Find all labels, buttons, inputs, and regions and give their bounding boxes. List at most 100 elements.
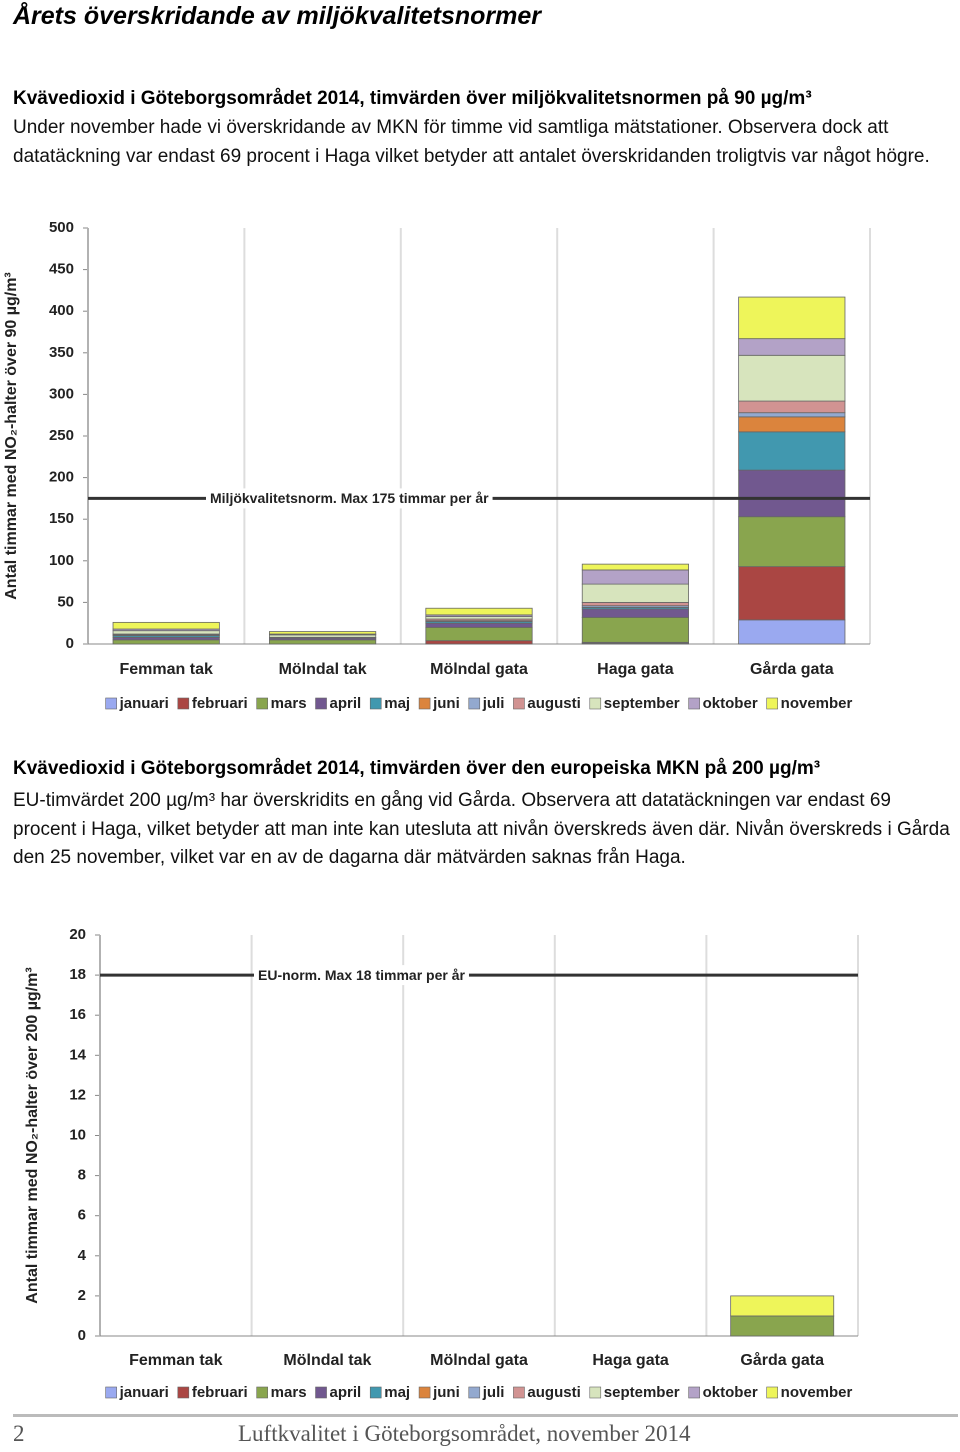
legend-swatch: [688, 1386, 700, 1399]
legend-swatch: [589, 1386, 602, 1399]
legend-swatch: [177, 1386, 190, 1399]
y-tick-label: 0: [78, 1327, 86, 1344]
legend-swatch: [468, 1386, 481, 1399]
legend: januari februari mars april maj juni juli augus…: [105, 695, 853, 712]
legend-swatch: [256, 697, 268, 710]
legend: januari februari mars april maj juni juli augus…: [105, 1384, 853, 1401]
legend-label: juli: [482, 1384, 505, 1401]
reference-label-bg: [206, 488, 493, 509]
y-tick-label: 450: [49, 261, 74, 278]
y-tick-label: 8: [78, 1167, 86, 1184]
x-tick-label: Mölndal tak: [279, 661, 367, 678]
bar-segment: [425, 622, 533, 628]
section-text: Under november hade vi överskridande av …: [13, 117, 930, 167]
legend-swatch: [468, 697, 481, 710]
x-tick-label: Femman tak: [120, 661, 213, 678]
y-tick-label: 16: [69, 1006, 86, 1023]
bar-segment: [581, 608, 689, 618]
x-tick-label: Haga gata: [592, 1352, 669, 1369]
chart: 0 2 4 6 8 10 12 14 16 18 20 Antal timmar med NO₂-ha…: [24, 926, 859, 1401]
bar-segment: [738, 516, 846, 568]
reference-label: Miljökvalitetsnorm. Max 175 timmar per å…: [210, 490, 489, 506]
section-text: EU-timvärdet 200 µg/m³ har överskridits …: [13, 790, 950, 868]
legend-swatch: [418, 1386, 431, 1399]
y-tick-label: 400: [49, 302, 74, 319]
y-tick-label: 100: [49, 552, 74, 569]
legend-swatch: [256, 1386, 268, 1399]
y-tick-label: 10: [69, 1126, 86, 1143]
reference-label-bg: [254, 965, 469, 986]
bar-segment: [738, 296, 846, 340]
legend-swatch: [315, 1386, 327, 1399]
section-heading: Kvävedioxid i Göteborgsområdet 2014, tim…: [13, 758, 821, 779]
bar-segment: [730, 1315, 835, 1337]
legend-swatch: [105, 1386, 117, 1399]
legend-label: maj: [384, 695, 410, 712]
x-tick-label: Mölndal gata: [430, 661, 528, 678]
y-tick-label: 14: [69, 1046, 86, 1063]
legend-label: mars: [271, 1384, 307, 1401]
legend-label: juni: [432, 1384, 460, 1401]
x-tick-label: Gårda gata: [750, 660, 834, 678]
legend-swatch: [513, 1386, 525, 1399]
bar-segment: [738, 400, 846, 414]
bar-segment: [112, 621, 220, 630]
footer-rule: [13, 1414, 958, 1417]
bar-segment: [738, 469, 846, 518]
bar-segment: [581, 601, 689, 607]
legend-swatch: [369, 1386, 382, 1399]
y-tick-label: 500: [49, 219, 74, 236]
legend-label: november: [781, 695, 853, 712]
y-tick-label: 0: [66, 635, 74, 652]
legend-label: april: [330, 1384, 362, 1401]
legend-label: oktober: [703, 695, 758, 712]
bar-segment: [730, 1295, 835, 1317]
y-tick-label: 150: [49, 510, 74, 527]
x-tick-label: Mölndal gata: [430, 1352, 528, 1369]
legend-swatch: [766, 1386, 778, 1399]
legend-label: mars: [271, 695, 307, 712]
legend-label: januari: [119, 1384, 169, 1401]
y-tick-label: 4: [78, 1247, 87, 1264]
y-tick-label: 18: [69, 966, 86, 983]
bar-segment: [425, 607, 533, 616]
bar-segment: [738, 416, 846, 433]
bar-segment: [581, 583, 689, 603]
bar-segment: [112, 630, 220, 635]
page-title: Årets överskridande av miljökvalitetsnor…: [13, 2, 542, 30]
bar-segment: [425, 640, 533, 645]
legend-label: februari: [192, 1384, 248, 1401]
page-number: 2: [13, 1421, 25, 1446]
x-tick-label: Gårda gata: [740, 1351, 824, 1369]
legend-swatch: [369, 697, 382, 710]
legend-swatch: [766, 697, 778, 710]
chart: 0 50 100 150 200 250 300 350 400 450 500 Antal timm…: [3, 219, 871, 712]
legend-label: juni: [432, 695, 460, 712]
legend-swatch: [418, 697, 431, 710]
bar-segment: [738, 412, 846, 418]
bar-segment: [269, 631, 377, 635]
y-axis-label: Antal timmar med NO₂-halter över 200 µg/…: [24, 967, 41, 1303]
bar-segment: [738, 619, 846, 645]
y-tick-label: 50: [57, 593, 74, 610]
legend-swatch: [315, 697, 327, 710]
legend-label: juli: [482, 695, 505, 712]
footer-text: Luftkvalitet i Göteborgsområdet, novembe…: [238, 1421, 691, 1446]
y-tick-label: 250: [49, 427, 74, 444]
x-tick-label: Haga gata: [597, 661, 674, 678]
legend-label: april: [330, 695, 362, 712]
y-tick-label: 20: [69, 926, 86, 943]
bar-segment: [269, 639, 377, 645]
bar-segment: [738, 338, 846, 356]
bar-segment: [425, 626, 533, 642]
legend-swatch: [688, 697, 700, 710]
bar-segment: [738, 566, 846, 621]
bar-segment: [738, 431, 846, 471]
bar-segment: [581, 569, 689, 585]
bar-segment: [581, 563, 689, 571]
y-tick-label: 6: [78, 1207, 86, 1224]
legend-swatch: [589, 697, 602, 710]
x-tick-label: Mölndal tak: [283, 1352, 371, 1369]
legend-label: augusti: [527, 695, 580, 712]
